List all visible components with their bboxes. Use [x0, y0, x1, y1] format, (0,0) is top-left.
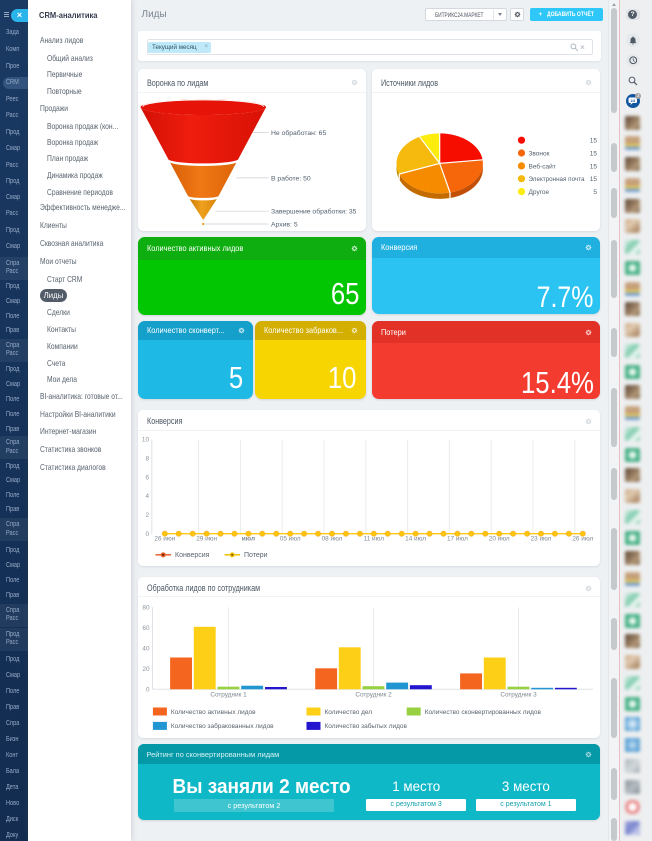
svg-text:0: 0: [145, 530, 149, 537]
svg-text:Конверсия: Конверсия: [175, 552, 210, 559]
svg-text:Сотрудник 1: Сотрудник 1: [210, 691, 247, 698]
svg-text:Электронная почта: Электронная почта: [528, 176, 584, 183]
svg-text:Другое: Другое: [528, 189, 549, 196]
svg-text:Количество дел: Количество дел: [324, 708, 372, 715]
svg-text:Завершение обработки: 35: Завершение обработки: 35: [271, 207, 357, 215]
svg-text:Сотрудник 3: Сотрудник 3: [500, 691, 537, 698]
svg-text:40: 40: [142, 645, 150, 652]
svg-text:Архив: 5: Архив: 5: [271, 221, 298, 228]
svg-text:60: 60: [142, 625, 150, 632]
svg-text:5: 5: [593, 189, 597, 196]
svg-text:24: 24: [630, 98, 635, 103]
svg-text:26 июл: 26 июл: [572, 535, 593, 542]
svg-text:Количество сконвертированных л: Количество сконвертированных лидов: [424, 708, 541, 715]
svg-text:4: 4: [145, 493, 149, 500]
svg-text:Количество активных лидов: Количество активных лидов: [170, 708, 255, 715]
svg-text:14 июл: 14 июл: [405, 535, 426, 542]
svg-text:15: 15: [589, 163, 597, 170]
svg-text:Сотрудник 2: Сотрудник 2: [355, 691, 392, 698]
svg-text:05 июл: 05 июл: [279, 535, 300, 542]
svg-text:11 июл: 11 июл: [363, 535, 384, 542]
svg-text:15: 15: [589, 137, 597, 144]
svg-text:10: 10: [141, 436, 149, 443]
svg-text:2: 2: [145, 512, 149, 519]
svg-text:Звонок: Звонок: [528, 150, 549, 157]
svg-text:Не обработан: 65: Не обработан: 65: [271, 128, 326, 136]
svg-text:июл: июл: [241, 535, 254, 542]
svg-text:В работе: 50: В работе: 50: [271, 174, 311, 182]
svg-text:20: 20: [142, 666, 150, 673]
svg-text:15: 15: [589, 150, 597, 157]
svg-text:20 июл: 20 июл: [488, 535, 509, 542]
svg-text:8: 8: [145, 455, 149, 462]
svg-text:80: 80: [142, 604, 150, 611]
svg-text:17 июл: 17 июл: [446, 535, 467, 542]
svg-text:Веб-сайт: Веб-сайт: [528, 162, 555, 170]
svg-text:Количество забытых лидов: Количество забытых лидов: [324, 722, 407, 730]
svg-text:15: 15: [589, 176, 597, 183]
svg-text:Количество забракованных лидов: Количество забракованных лидов: [170, 722, 273, 730]
svg-text:Потери: Потери: [244, 552, 268, 559]
svg-text:6: 6: [145, 474, 149, 481]
svg-text:26 июн: 26 июн: [154, 535, 175, 542]
svg-text:23 июл: 23 июл: [530, 535, 551, 542]
svg-text:08 июл: 08 июл: [321, 535, 342, 542]
svg-text:0: 0: [145, 686, 149, 693]
svg-text:29 июн: 29 июн: [196, 535, 217, 542]
